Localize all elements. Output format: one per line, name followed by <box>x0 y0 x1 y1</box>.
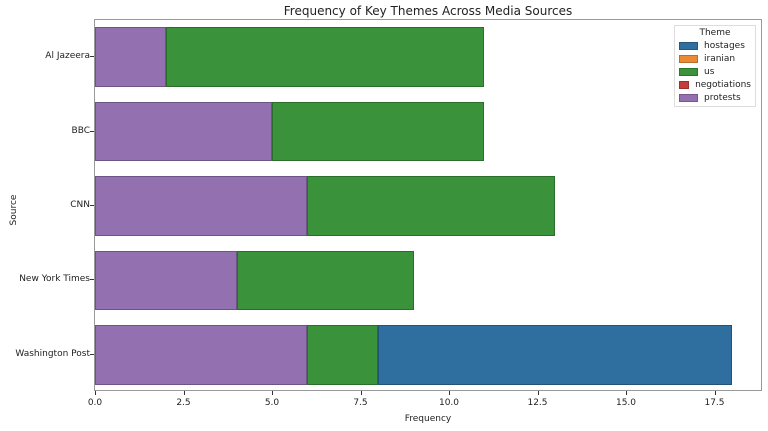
legend-item-iranian: iranian <box>679 52 751 65</box>
bar-segment-protests <box>95 176 308 236</box>
plot-area <box>94 19 762 391</box>
legend-swatch-icon <box>679 54 698 63</box>
x-tick <box>272 391 273 395</box>
legend-item-hostages: hostages <box>679 39 751 52</box>
bar-segment-us <box>307 176 556 236</box>
x-tick-label: 15.0 <box>615 398 637 408</box>
bar-segment-us <box>236 250 414 311</box>
legend-label: negotiations <box>695 79 751 90</box>
bar-segment-protests <box>95 250 237 311</box>
x-tick <box>537 391 539 395</box>
legend-swatch-icon <box>679 80 690 89</box>
y-tick <box>90 130 94 132</box>
y-tick <box>90 205 94 206</box>
legend-label: iranian <box>704 53 736 64</box>
bar-segment-protests <box>95 101 272 162</box>
x-tick <box>95 391 96 395</box>
x-tick-label: 17.5 <box>704 398 725 408</box>
y-tick-label: BBC <box>71 125 90 136</box>
x-tick-label: 12.5 <box>527 398 548 408</box>
legend-swatch-icon <box>679 41 698 50</box>
legend-label: us <box>704 66 715 77</box>
legend-label: protests <box>704 92 741 103</box>
x-tick-label: 5.0 <box>264 398 280 408</box>
legend-title: Theme <box>699 28 731 38</box>
x-tick-label: 0.0 <box>87 398 103 408</box>
y-tick-label: CNN <box>70 200 90 210</box>
x-tick-label: 2.5 <box>176 398 191 408</box>
x-tick <box>183 391 185 395</box>
y-tick-label: New York Times <box>19 274 90 285</box>
y-tick-label: Al Jazeera <box>45 51 90 62</box>
legend-item-negotiations: negotiations <box>679 78 751 91</box>
x-tick <box>626 391 627 395</box>
x-tick-label: 10.0 <box>438 398 460 408</box>
bar-segment-us <box>165 27 485 87</box>
x-tick <box>714 391 716 395</box>
x-tick <box>360 391 362 395</box>
y-tick <box>90 279 94 281</box>
legend-item-protests: protests <box>679 91 751 104</box>
y-tick <box>90 353 94 355</box>
legend-item-us: us <box>679 65 751 78</box>
x-axis-label: Frequency <box>404 414 452 424</box>
chart-title: Frequency of Key Themes Across Media Sou… <box>283 4 573 18</box>
legend-label: hostages <box>704 40 745 51</box>
y-tick <box>90 56 94 58</box>
x-tick-label: 7.5 <box>353 398 368 408</box>
bar-segment-hostages <box>378 325 733 385</box>
legend-swatch-icon <box>679 93 698 102</box>
bar-segment-us <box>272 101 485 162</box>
x-tick <box>449 391 450 395</box>
legend-swatch-icon <box>679 67 698 76</box>
legend: Theme hostages iranian us negotiations prote… <box>674 25 756 107</box>
bar-segment-us <box>307 325 379 385</box>
y-tick-label: Washington Post <box>15 348 90 359</box>
bar-segment-protests <box>95 325 308 385</box>
y-axis-label: Source <box>9 194 19 226</box>
bar-segment-protests <box>95 27 166 87</box>
